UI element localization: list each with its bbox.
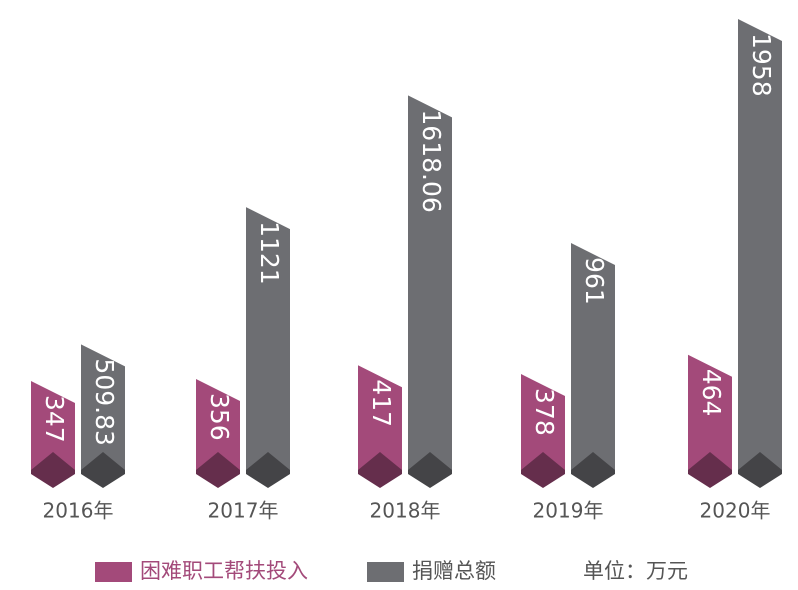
value-label: 356	[205, 393, 234, 441]
x-tick-label: 2016年	[43, 499, 114, 523]
x-tick-label: 2020年	[700, 499, 771, 523]
legend-label: 捐赠总额	[412, 559, 496, 583]
legend-label: 困难职工帮扶投入	[140, 559, 308, 583]
bar	[688, 354, 732, 470]
bar-base	[31, 452, 75, 488]
bar	[246, 207, 290, 470]
bar-base	[521, 452, 565, 488]
value-label: 509.83	[90, 358, 119, 445]
bar	[571, 243, 615, 470]
legend-swatch	[367, 562, 404, 582]
bar	[196, 379, 240, 470]
bar-base	[571, 452, 615, 488]
x-tick-label: 2019年	[533, 499, 604, 523]
bar	[738, 19, 782, 470]
value-label: 417	[367, 379, 396, 427]
x-tick-label: 2018年	[370, 499, 441, 523]
bar	[408, 95, 452, 470]
value-label: 1958	[747, 33, 776, 97]
bar-base	[246, 452, 290, 488]
bar	[358, 365, 402, 470]
bar	[31, 381, 75, 470]
bar-base	[358, 452, 402, 488]
value-label: 464	[697, 369, 726, 417]
bar-base	[738, 452, 782, 488]
unit-label: 单位：万元	[583, 559, 688, 583]
value-label: 961	[580, 257, 609, 305]
value-label: 1618.06	[417, 109, 446, 212]
bar-base	[196, 452, 240, 488]
legend-swatch	[95, 562, 132, 582]
bar	[521, 374, 565, 470]
value-label: 1121	[255, 221, 284, 285]
bar-base	[408, 452, 452, 488]
x-tick-label: 2017年	[208, 499, 279, 523]
bar	[81, 344, 125, 470]
value-label: 347	[40, 395, 69, 443]
value-label: 378	[530, 388, 559, 436]
bar-base	[688, 452, 732, 488]
bar-base	[81, 452, 125, 488]
